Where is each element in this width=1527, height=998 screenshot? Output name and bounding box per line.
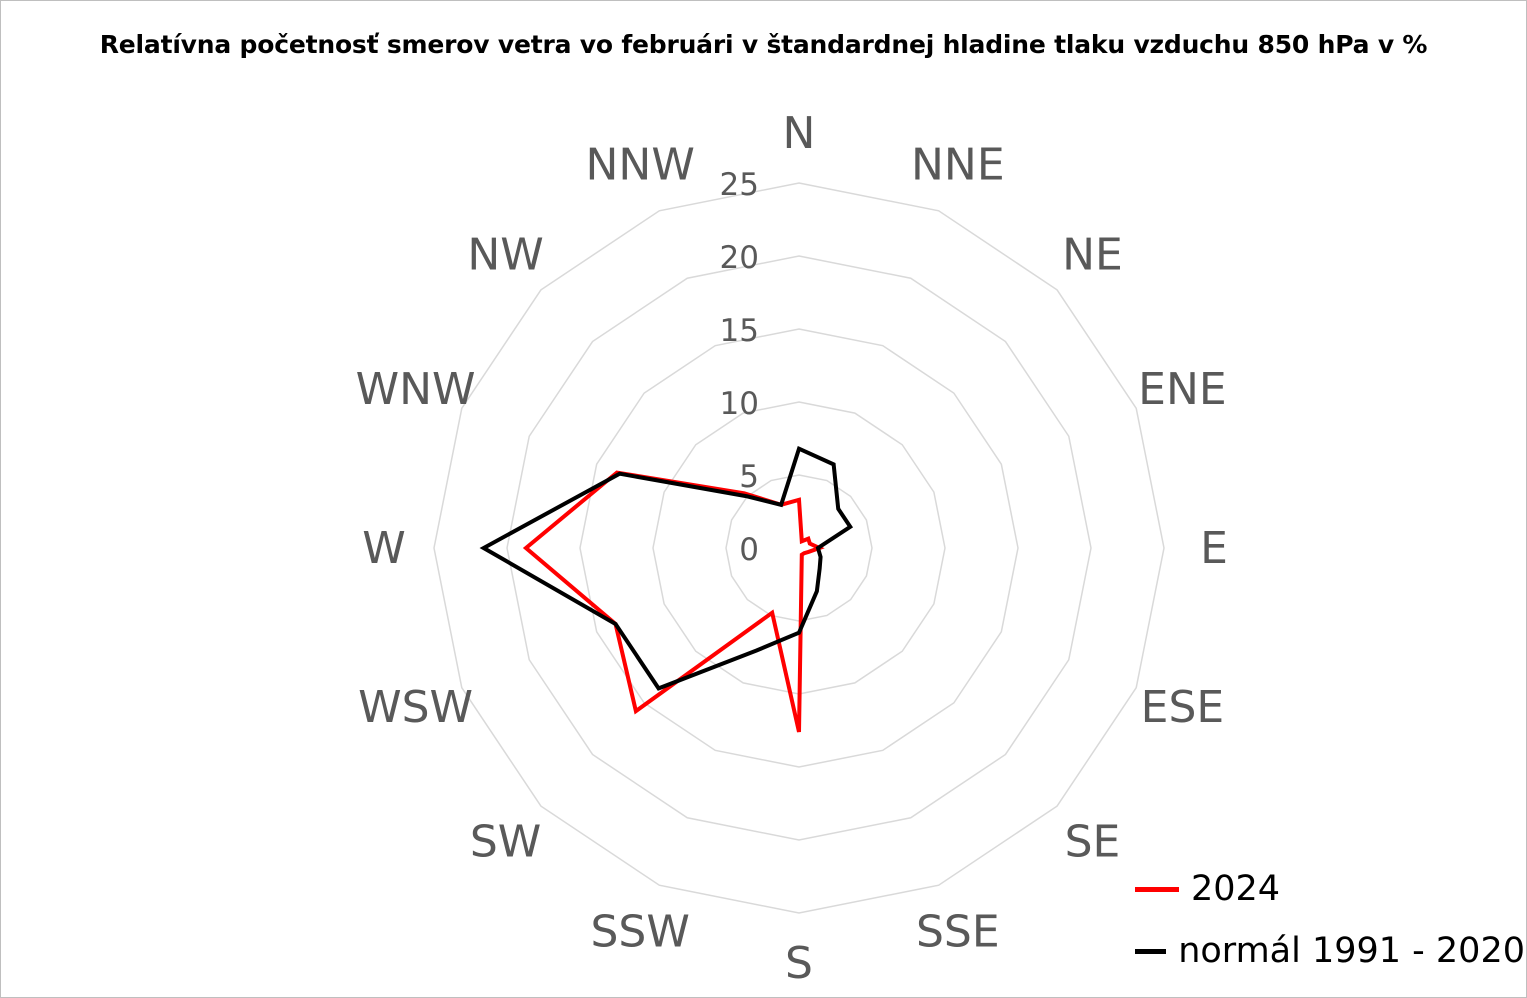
legend-label-normal: normál 1991 - 2020 (1178, 931, 1525, 971)
direction-label-e: E (1200, 523, 1228, 574)
direction-labels: N NNE NE ENE E ESE SE SSE S SSW SW WSW W WNW NW NNW (356, 108, 1228, 989)
grid-ring-25 (433, 182, 1165, 914)
legend-label-2024: 2024 (1191, 869, 1281, 909)
chart-title: Relatívna početnosť smerov vetra vo febr… (99, 30, 1428, 59)
direction-label-nw: NW (467, 230, 543, 281)
series-line-0 (522, 470, 825, 733)
legend-swatch-normal (1135, 948, 1167, 954)
radial-tick-label: 10 (720, 386, 759, 422)
direction-label-wnw: WNW (356, 364, 476, 415)
direction-label-nne: NNE (911, 140, 1005, 191)
direction-label-sw: SW (470, 816, 541, 867)
radial-tick-label: 20 (720, 240, 759, 276)
direction-label-s: S (785, 938, 813, 989)
direction-label-w: W (362, 523, 406, 574)
legend-item-normal[interactable]: normál 1991 - 2020 (1135, 928, 1525, 974)
direction-label-nnw: NNW (586, 140, 695, 191)
direction-label-se: SE (1065, 816, 1121, 867)
legend-swatch-2024 (1135, 886, 1179, 892)
radial-tick-label: 25 (720, 167, 759, 203)
radial-tick-labels: 0 5 10 15 20 25 (720, 167, 759, 568)
legend-item-2024[interactable]: 2024 (1135, 866, 1525, 912)
radar-series (479, 445, 854, 733)
direction-label-wsw: WSW (358, 682, 473, 733)
direction-label-ne: NE (1062, 230, 1123, 281)
radial-tick-label: 0 (739, 532, 759, 568)
legend: 2024 normál 1991 - 2020 (1135, 866, 1525, 990)
direction-label-ese: ESE (1141, 682, 1225, 733)
radar-grid (433, 182, 1165, 914)
direction-label-ene: ENE (1138, 364, 1227, 415)
radial-tick-label: 15 (720, 313, 759, 349)
grid-ring-15 (579, 328, 1019, 768)
direction-label-n: N (783, 108, 816, 159)
grid-ring-20 (506, 255, 1092, 841)
direction-label-sse: SSE (916, 906, 1000, 957)
series-line-1 (479, 445, 854, 691)
direction-label-ssw: SSW (590, 906, 689, 957)
radial-tick-label: 5 (739, 459, 759, 495)
